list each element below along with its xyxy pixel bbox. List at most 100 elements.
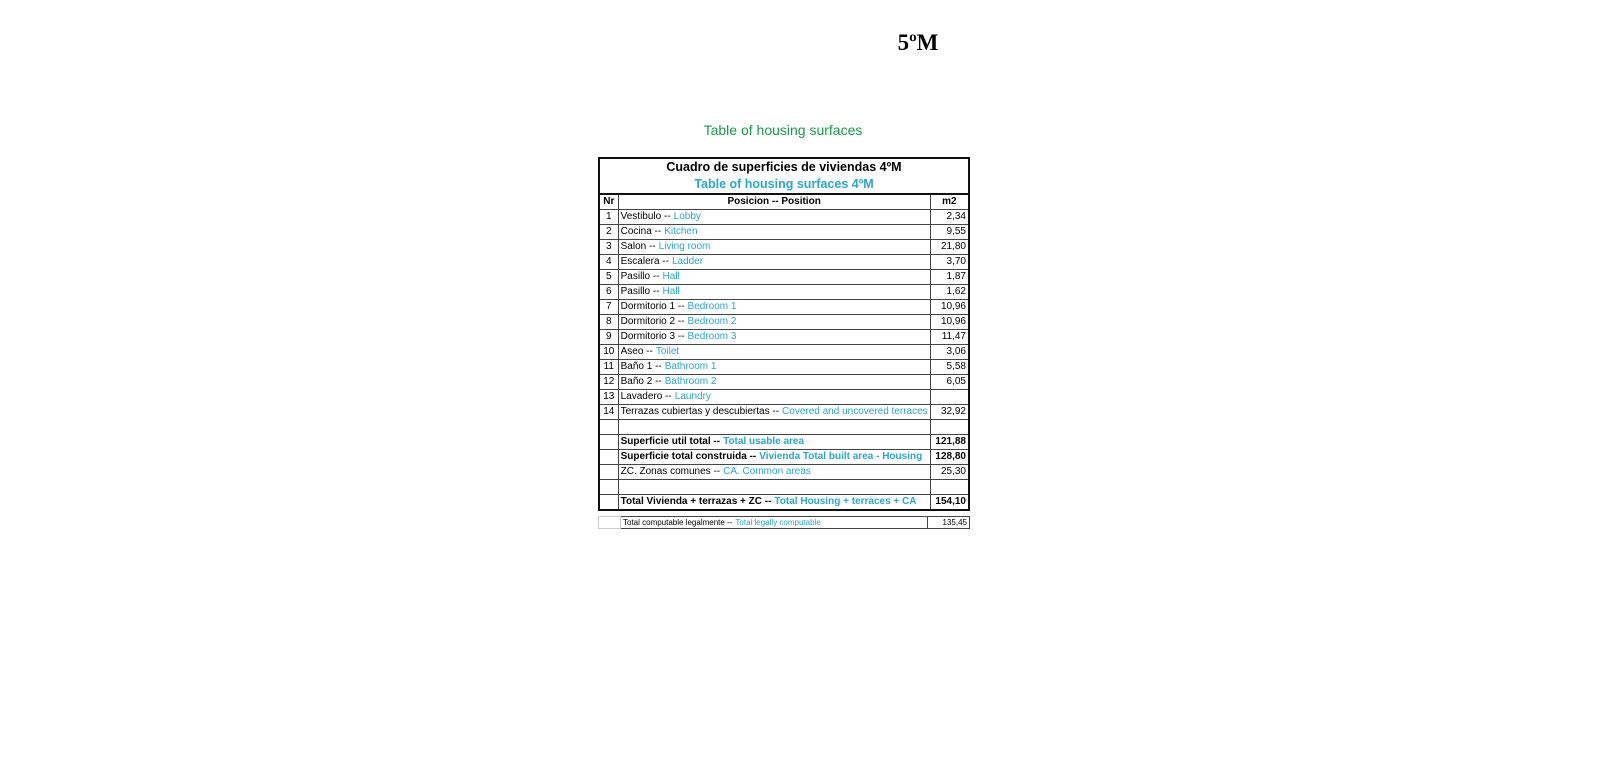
position-en: Living room — [658, 241, 711, 252]
m2-cell: 21,80 — [929, 239, 970, 255]
m2-cell: 9,55 — [929, 224, 970, 240]
position-en: Toilet — [655, 346, 680, 357]
nr-cell — [597, 434, 619, 450]
position-en: Bedroom 1 — [687, 301, 737, 312]
position-en: Ladder — [671, 256, 704, 267]
m2-cell — [929, 419, 970, 435]
position-cell: Terrazas cubiertas y descubiertas -- Cove… — [617, 404, 931, 420]
position-es: Superficie util total -- — [620, 436, 721, 447]
nr-cell — [598, 516, 621, 529]
position-en: Laundry — [674, 391, 711, 402]
nr-cell: 3 — [597, 239, 619, 255]
m2-cell: 10,96 — [929, 314, 970, 330]
position-es: Superficie total construida -- — [620, 451, 757, 462]
table-row — [597, 419, 970, 435]
header-cell: Posicion -- Position — [617, 193, 931, 210]
position-cell: Baño 1 -- Bathroom 1 — [617, 359, 931, 375]
nr-cell: 10 — [597, 344, 619, 360]
m2-cell: 1,62 — [929, 284, 970, 300]
position-en: Hall — [662, 271, 680, 282]
position-es: Cocina -- — [620, 226, 662, 237]
surface-table: Cuadro de superficies de viviendas 4ºM T… — [597, 157, 970, 511]
nr-cell: 5 — [597, 269, 619, 285]
nr-cell: 7 — [597, 299, 619, 315]
m2-cell: 5,58 — [929, 359, 970, 375]
nr-cell: 11 — [597, 359, 619, 375]
position-cell: Pasillo -- Hall — [617, 269, 931, 285]
position-es: Aseo -- — [620, 346, 653, 357]
position-en: Bedroom 3 — [687, 331, 737, 342]
position-es: Total computable legalmente -- — [623, 518, 733, 527]
position-cell: Superficie util total -- Total usable are… — [617, 434, 931, 450]
position-cell: Dormitorio 3 -- Bedroom 3 — [617, 329, 931, 345]
m2-cell: 2,34 — [929, 209, 970, 225]
table-row: ZC. Zonas comunes -- CA. Common areas 25,3… — [597, 464, 970, 480]
position-es: Pasillo -- — [620, 271, 660, 282]
position-cell: Pasillo -- Hall — [617, 284, 931, 300]
position-cell: Salon -- Living room — [617, 239, 931, 255]
nr-cell: 6 — [597, 284, 619, 300]
nr-cell: 8 — [597, 314, 619, 330]
table-row: 3 Salon -- Living room 21,80 — [597, 239, 970, 255]
table-row: 10 Aseo -- Toilet 3,06 — [597, 344, 970, 360]
m2-cell: 3,70 — [929, 254, 970, 270]
position-en: Total Housing + terraces + CA — [774, 496, 917, 507]
position-es: Total Vivienda + terrazas + ZC -- — [620, 496, 772, 507]
table-row: 7 Dormitorio 1 -- Bedroom 1 10,96 — [597, 299, 970, 315]
position-en: Hall — [662, 286, 680, 297]
position-en: CA. Common areas — [723, 466, 811, 477]
m2-cell: 1,87 — [929, 269, 970, 285]
position-es: Pasillo -- — [620, 286, 660, 297]
position-en: Total legally computable — [735, 518, 821, 527]
position-en: Total usable area — [723, 436, 805, 447]
position-en: Bedroom 2 — [687, 316, 737, 327]
nr-cell — [597, 419, 619, 435]
nr-cell: 1 — [597, 209, 619, 225]
nr-cell: 12 — [597, 374, 619, 390]
position-es: Terrazas cubiertas y descubiertas -- — [620, 406, 780, 417]
title-en: Table of housing surfaces 4ºM — [694, 177, 874, 191]
table-row: 2 Cocina -- Kitchen 9,55 — [597, 224, 970, 240]
table-row: 6 Pasillo -- Hall 1,62 — [597, 284, 970, 300]
m2-cell: 135,45 — [927, 516, 970, 529]
position-es: Salon -- — [620, 241, 656, 252]
position-cell: Aseo -- Toilet — [617, 344, 931, 360]
table-row: 8 Dormitorio 2 -- Bedroom 2 10,96 — [597, 314, 970, 330]
header-cell: Nr — [597, 193, 619, 210]
table-row: Total computable legalmente -- Total lega… — [598, 516, 970, 529]
table-title: Cuadro de superficies de viviendas 4ºM T… — [598, 157, 970, 195]
position-en: Covered and uncovered terraces — [782, 406, 928, 417]
position-es: Lavadero -- — [620, 391, 672, 402]
position-cell: Cocina -- Kitchen — [617, 224, 931, 240]
position-cell: Total computable legalmente -- Total lega… — [620, 516, 928, 529]
position-en: Vivienda Total built area - Housing — [759, 451, 923, 462]
table-row: 13 Lavadero -- Laundry — [597, 389, 970, 405]
position-en: Kitchen — [664, 226, 698, 237]
nr-cell: 14 — [597, 404, 619, 420]
position-cell: Total Vivienda + terrazas + ZC -- Total H… — [617, 494, 931, 511]
position-es: ZC. Zonas comunes -- — [620, 466, 721, 477]
table-row — [597, 479, 970, 495]
position-es: Dormitorio 3 -- — [620, 331, 685, 342]
nr-cell — [597, 464, 619, 480]
position-cell: ZC. Zonas comunes -- CA. Common areas — [617, 464, 931, 480]
table-row: 1 Vestibulo -- Lobby 2,34 — [597, 209, 970, 225]
table-row: Superficie total construida -- Vivienda T… — [597, 449, 970, 465]
position-es: Dormitorio 2 -- — [620, 316, 685, 327]
table-row: 9 Dormitorio 3 -- Bedroom 3 11,47 — [597, 329, 970, 345]
nr-cell — [597, 449, 619, 465]
m2-cell: 10,96 — [929, 299, 970, 315]
position-cell: Escalera -- Ladder — [617, 254, 931, 270]
nr-cell: 4 — [597, 254, 619, 270]
table-row: 11 Baño 1 -- Bathroom 1 5,58 — [597, 359, 970, 375]
nr-cell: 9 — [597, 329, 619, 345]
nr-cell — [597, 479, 619, 495]
position-cell — [617, 479, 931, 495]
nr-cell: 2 — [597, 224, 619, 240]
m2-cell: 32,92 — [929, 404, 970, 420]
table-row: 14 Terrazas cubiertas y descubiertas -- Co… — [597, 404, 970, 420]
position-en: Bathroom 2 — [664, 376, 717, 387]
nr-cell: 13 — [597, 389, 619, 405]
position-cell: Dormitorio 2 -- Bedroom 2 — [617, 314, 931, 330]
